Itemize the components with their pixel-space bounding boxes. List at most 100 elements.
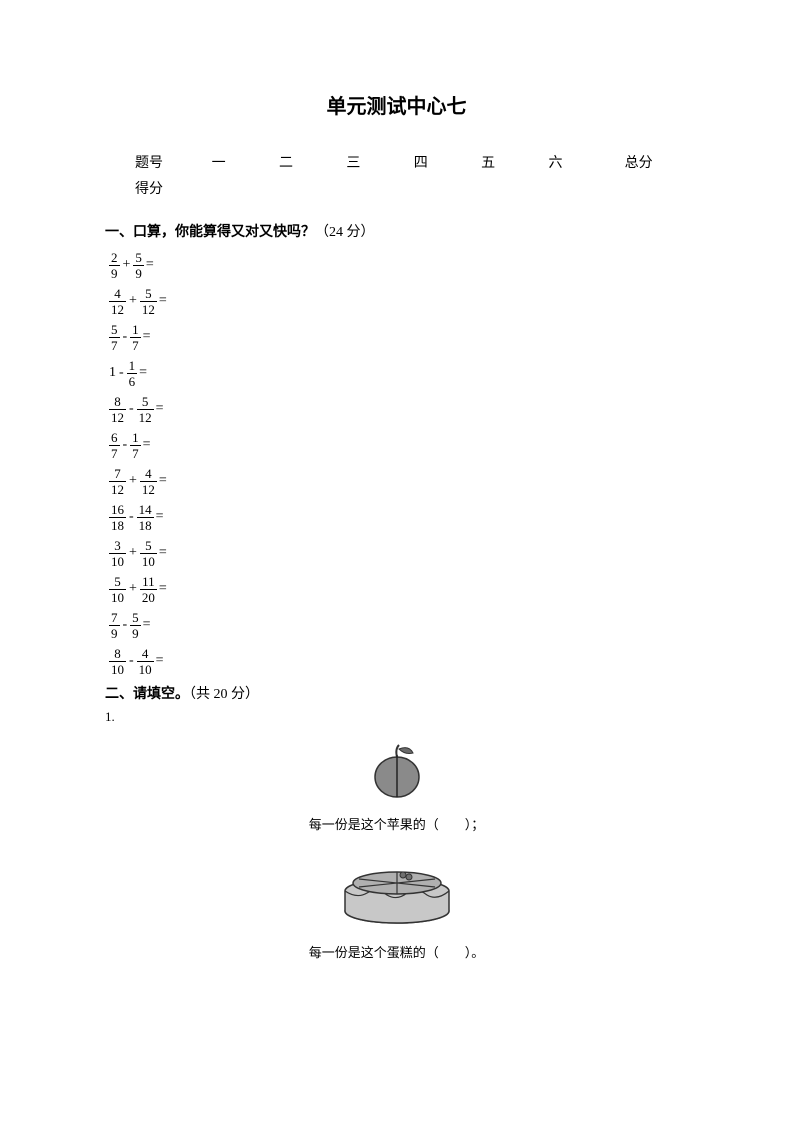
numerator: 14 bbox=[137, 503, 154, 517]
numerator: 5 bbox=[140, 395, 151, 409]
fraction-problem: 412+512= bbox=[109, 283, 688, 319]
fraction: 412 bbox=[109, 287, 126, 316]
denominator: 9 bbox=[130, 625, 141, 640]
denominator: 12 bbox=[109, 481, 126, 496]
equals: = bbox=[143, 617, 151, 633]
fraction: 16 bbox=[127, 359, 138, 388]
denominator: 12 bbox=[140, 481, 157, 496]
operator: + bbox=[129, 473, 137, 489]
col-header: 二 bbox=[252, 149, 319, 175]
section-points: （24 分） bbox=[315, 225, 375, 240]
fraction: 79 bbox=[109, 611, 120, 640]
numerator: 5 bbox=[143, 287, 154, 301]
fraction: 410 bbox=[137, 647, 154, 676]
numerator: 7 bbox=[109, 611, 120, 625]
question-number: 1. bbox=[105, 709, 688, 725]
operator: - bbox=[119, 365, 124, 381]
fraction: 512 bbox=[140, 287, 157, 316]
row-label: 题号 bbox=[105, 149, 185, 175]
fraction: 412 bbox=[140, 467, 157, 496]
numerator: 5 bbox=[112, 575, 123, 589]
fraction-problem: 1-16= bbox=[109, 355, 688, 391]
equals: = bbox=[159, 545, 167, 561]
table-row: 得分 bbox=[105, 175, 688, 201]
numerator: 4 bbox=[143, 467, 154, 481]
score-table: 题号 一 二 三 四 五 六 总分 得分 bbox=[105, 149, 688, 201]
fraction-problem: 310+510= bbox=[109, 535, 688, 571]
fraction-problem: 67-17= bbox=[109, 427, 688, 463]
col-header: 四 bbox=[387, 149, 454, 175]
numerator: 1 bbox=[130, 323, 141, 337]
numerator: 2 bbox=[109, 251, 120, 265]
denominator: 12 bbox=[109, 409, 126, 424]
apple-icon bbox=[365, 737, 429, 801]
whole-number: 1 bbox=[109, 365, 116, 381]
problems-list: 29+59=412+512=57-17=1-16=812-512=67-17=7… bbox=[109, 247, 688, 679]
cake-figure bbox=[105, 849, 688, 934]
fraction: 812 bbox=[109, 395, 126, 424]
fraction-problem: 57-17= bbox=[109, 319, 688, 355]
fraction: 17 bbox=[130, 431, 141, 460]
fraction-problem: 510+1120= bbox=[109, 571, 688, 607]
col-header: 五 bbox=[454, 149, 521, 175]
numerator: 7 bbox=[112, 467, 123, 481]
denominator: 12 bbox=[140, 301, 157, 316]
page-title: 单元测试中心七 bbox=[105, 90, 688, 119]
denominator: 20 bbox=[140, 589, 157, 604]
operator: - bbox=[129, 509, 134, 525]
fraction: 59 bbox=[130, 611, 141, 640]
numerator: 5 bbox=[133, 251, 144, 265]
equals: = bbox=[143, 329, 151, 345]
equals: = bbox=[146, 257, 154, 273]
fraction: 59 bbox=[133, 251, 144, 280]
row-label: 得分 bbox=[105, 175, 185, 201]
denominator: 9 bbox=[133, 265, 144, 280]
section-title: 口算，你能算得又对又快吗？ bbox=[133, 225, 315, 240]
numerator: 16 bbox=[109, 503, 126, 517]
fraction: 57 bbox=[109, 323, 120, 352]
numerator: 6 bbox=[109, 431, 120, 445]
apple-figure bbox=[105, 737, 688, 806]
operator: - bbox=[129, 653, 134, 669]
section-1-header: 一、口算，你能算得又对又快吗？（24 分） bbox=[105, 221, 688, 241]
numerator: 4 bbox=[112, 287, 123, 301]
denominator: 12 bbox=[109, 301, 126, 316]
section-title: 请填空。 bbox=[133, 687, 189, 702]
operator: - bbox=[123, 329, 128, 345]
fraction: 512 bbox=[137, 395, 154, 424]
numerator: 5 bbox=[143, 539, 154, 553]
fraction: 310 bbox=[109, 539, 126, 568]
denominator: 10 bbox=[109, 589, 126, 604]
denominator: 7 bbox=[109, 337, 120, 352]
table-row: 题号 一 二 三 四 五 六 总分 bbox=[105, 149, 688, 175]
fraction: 810 bbox=[109, 647, 126, 676]
equals: = bbox=[156, 509, 164, 525]
denominator: 9 bbox=[109, 265, 120, 280]
operator: + bbox=[123, 257, 131, 273]
fraction: 29 bbox=[109, 251, 120, 280]
numerator: 1 bbox=[130, 431, 141, 445]
operator: - bbox=[123, 617, 128, 633]
col-header: 一 bbox=[185, 149, 252, 175]
section-label: 二、 bbox=[105, 687, 133, 702]
denominator: 18 bbox=[109, 517, 126, 532]
equals: = bbox=[139, 365, 147, 381]
denominator: 7 bbox=[130, 337, 141, 352]
col-header: 三 bbox=[320, 149, 387, 175]
fraction: 510 bbox=[109, 575, 126, 604]
denominator: 10 bbox=[109, 661, 126, 676]
equals: = bbox=[143, 437, 151, 453]
col-header: 总分 bbox=[589, 149, 688, 175]
section-2-header: 二、请填空。（共 20 分） bbox=[105, 683, 688, 703]
apple-caption: 每一份是这个苹果的（ ）； bbox=[105, 814, 688, 833]
cake-icon bbox=[337, 849, 457, 929]
numerator: 8 bbox=[112, 647, 123, 661]
fraction-problem: 810-410= bbox=[109, 643, 688, 679]
operator: - bbox=[123, 437, 128, 453]
denominator: 12 bbox=[137, 409, 154, 424]
fraction-problem: 812-512= bbox=[109, 391, 688, 427]
fraction: 1418 bbox=[137, 503, 154, 532]
numerator: 5 bbox=[109, 323, 120, 337]
equals: = bbox=[156, 401, 164, 417]
operator: + bbox=[129, 545, 137, 561]
